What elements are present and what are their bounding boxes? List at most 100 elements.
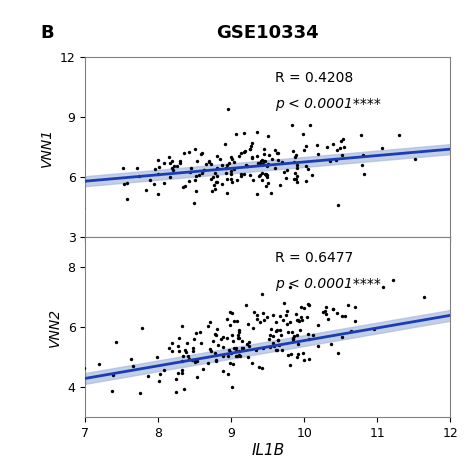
- Point: [329, 306, 337, 313]
- Point: [246, 145, 254, 153]
- Point: [160, 179, 167, 187]
- Point: [129, 363, 137, 370]
- Point: [176, 157, 184, 164]
- Point: [225, 346, 232, 354]
- Point: [120, 180, 128, 187]
- Point: [185, 148, 192, 156]
- Point: [109, 372, 117, 379]
- Point: [248, 153, 256, 161]
- Point: [112, 338, 120, 346]
- Point: [186, 168, 193, 175]
- Point: [173, 389, 180, 396]
- Point: [273, 149, 281, 156]
- Point: [240, 130, 247, 137]
- Point: [314, 321, 322, 329]
- Point: [257, 157, 264, 164]
- Point: [258, 176, 266, 183]
- Point: [305, 355, 312, 363]
- Point: [227, 321, 234, 328]
- Point: [199, 365, 207, 373]
- Point: [274, 156, 282, 164]
- Point: [260, 145, 268, 153]
- Point: [265, 335, 273, 343]
- Point: [175, 342, 182, 349]
- Point: [230, 165, 238, 173]
- Point: [266, 331, 274, 339]
- Point: [154, 156, 161, 164]
- Text: IL1B: IL1B: [251, 443, 284, 458]
- Point: [322, 303, 329, 311]
- Point: [204, 322, 212, 330]
- Point: [235, 153, 243, 160]
- Point: [293, 161, 301, 169]
- Point: [197, 328, 204, 336]
- Point: [219, 344, 227, 351]
- Point: [351, 303, 359, 311]
- Point: [213, 325, 221, 333]
- Point: [263, 182, 270, 190]
- Point: [193, 357, 201, 365]
- Point: [302, 142, 310, 150]
- Point: [293, 317, 301, 324]
- Point: [227, 349, 235, 356]
- Text: p < 0.0001****: p < 0.0001****: [275, 97, 381, 110]
- Point: [242, 301, 250, 309]
- Point: [293, 179, 301, 186]
- Point: [338, 313, 346, 320]
- Point: [222, 164, 229, 172]
- Point: [273, 346, 281, 354]
- Point: [226, 159, 233, 167]
- Point: [191, 145, 199, 153]
- Point: [274, 149, 282, 156]
- Point: [360, 170, 367, 178]
- Point: [235, 347, 243, 355]
- Point: [370, 325, 377, 333]
- Point: [264, 171, 271, 178]
- Point: [170, 166, 177, 173]
- Point: [255, 159, 262, 167]
- Point: [326, 158, 334, 165]
- Point: [255, 173, 263, 180]
- Point: [260, 344, 267, 352]
- Point: [108, 387, 116, 394]
- Point: [276, 312, 284, 319]
- Point: [378, 145, 386, 152]
- Point: [205, 158, 212, 166]
- Point: [235, 334, 243, 341]
- Point: [303, 313, 311, 321]
- Point: [313, 141, 320, 149]
- Point: [232, 352, 240, 359]
- Point: [155, 171, 162, 178]
- Point: [333, 146, 341, 154]
- Point: [226, 359, 234, 367]
- Point: [184, 353, 192, 360]
- Point: [215, 341, 222, 349]
- Point: [223, 316, 230, 323]
- Point: [198, 170, 205, 177]
- Point: [225, 353, 232, 360]
- Point: [286, 362, 294, 369]
- Point: [205, 158, 212, 165]
- Point: [272, 319, 280, 326]
- Point: [189, 356, 196, 364]
- Point: [310, 331, 317, 339]
- Point: [190, 336, 198, 343]
- Y-axis label: VNN1: VNN1: [40, 128, 55, 166]
- Point: [286, 318, 294, 326]
- Point: [304, 300, 311, 307]
- Point: [291, 169, 299, 177]
- Point: [192, 329, 200, 337]
- Point: [338, 151, 346, 158]
- Point: [207, 318, 214, 326]
- Point: [272, 146, 279, 154]
- Point: [306, 122, 314, 129]
- Point: [178, 322, 185, 330]
- Point: [275, 341, 283, 349]
- Point: [290, 158, 297, 165]
- Point: [210, 182, 218, 189]
- Point: [237, 170, 245, 178]
- Point: [264, 132, 272, 140]
- Point: [258, 156, 266, 164]
- Point: [168, 339, 176, 346]
- Point: [211, 169, 219, 176]
